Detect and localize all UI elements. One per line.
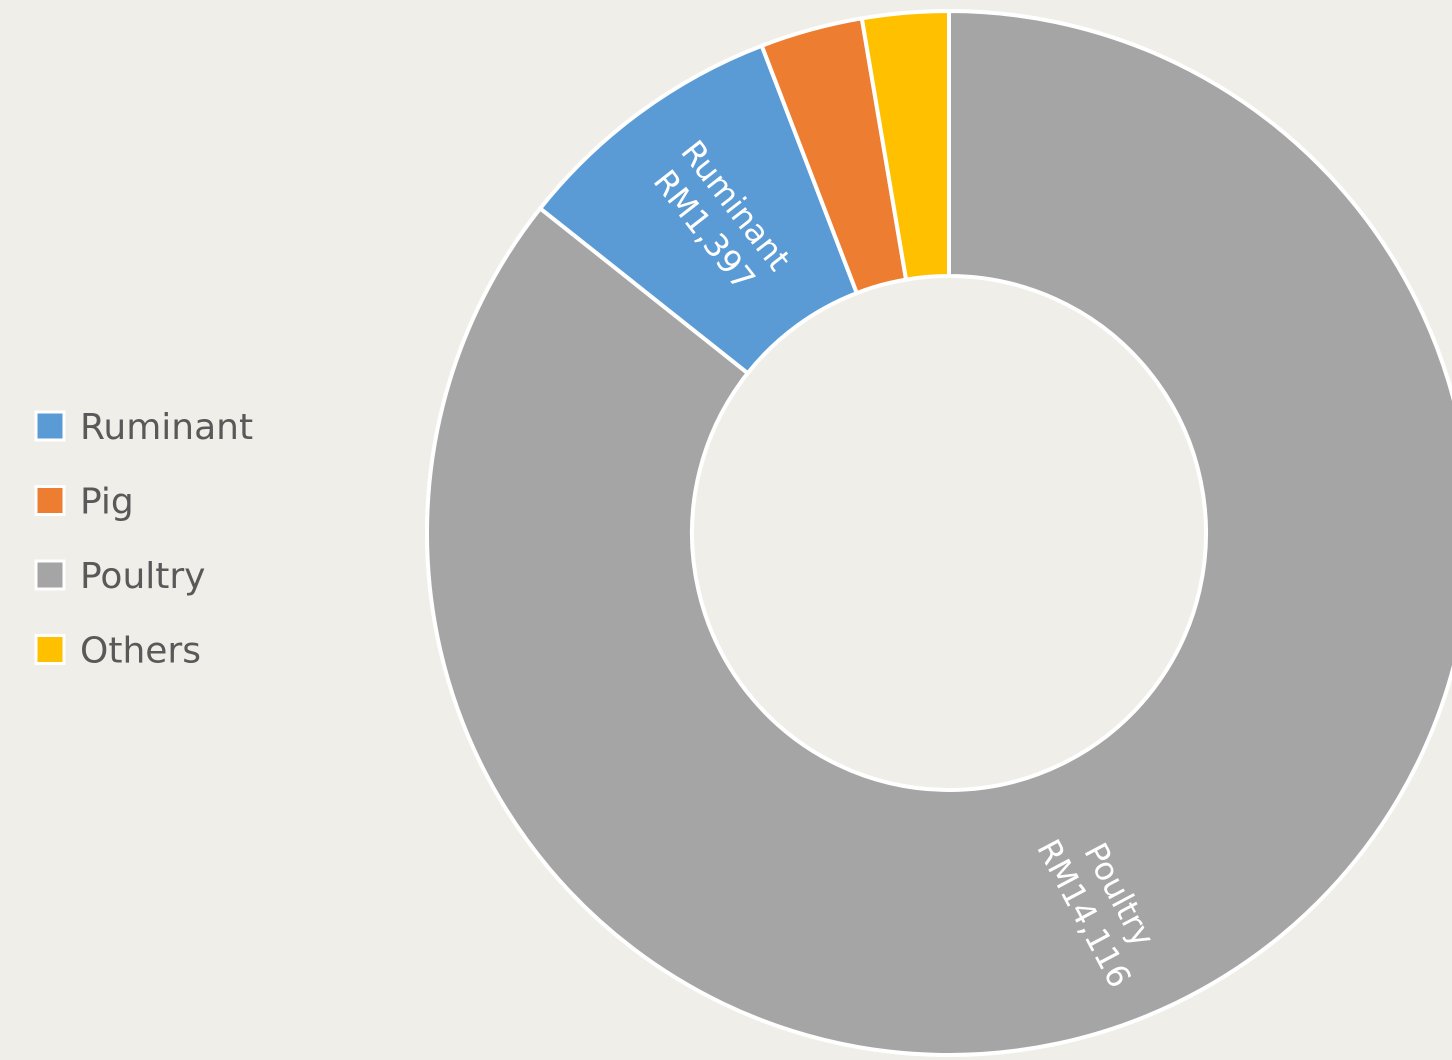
donut-slice	[859, 8, 951, 282]
legend-swatch	[34, 559, 66, 591]
donut-slice	[425, 8, 1452, 1057]
legend-label: Ruminant	[80, 407, 253, 448]
legend-label: Pig	[80, 482, 134, 523]
legend-swatch	[34, 634, 66, 665]
legend-label: Others	[80, 631, 201, 672]
legend-label: Poultry	[80, 556, 206, 597]
legend-swatch	[34, 410, 66, 442]
legend-swatch	[34, 485, 66, 516]
